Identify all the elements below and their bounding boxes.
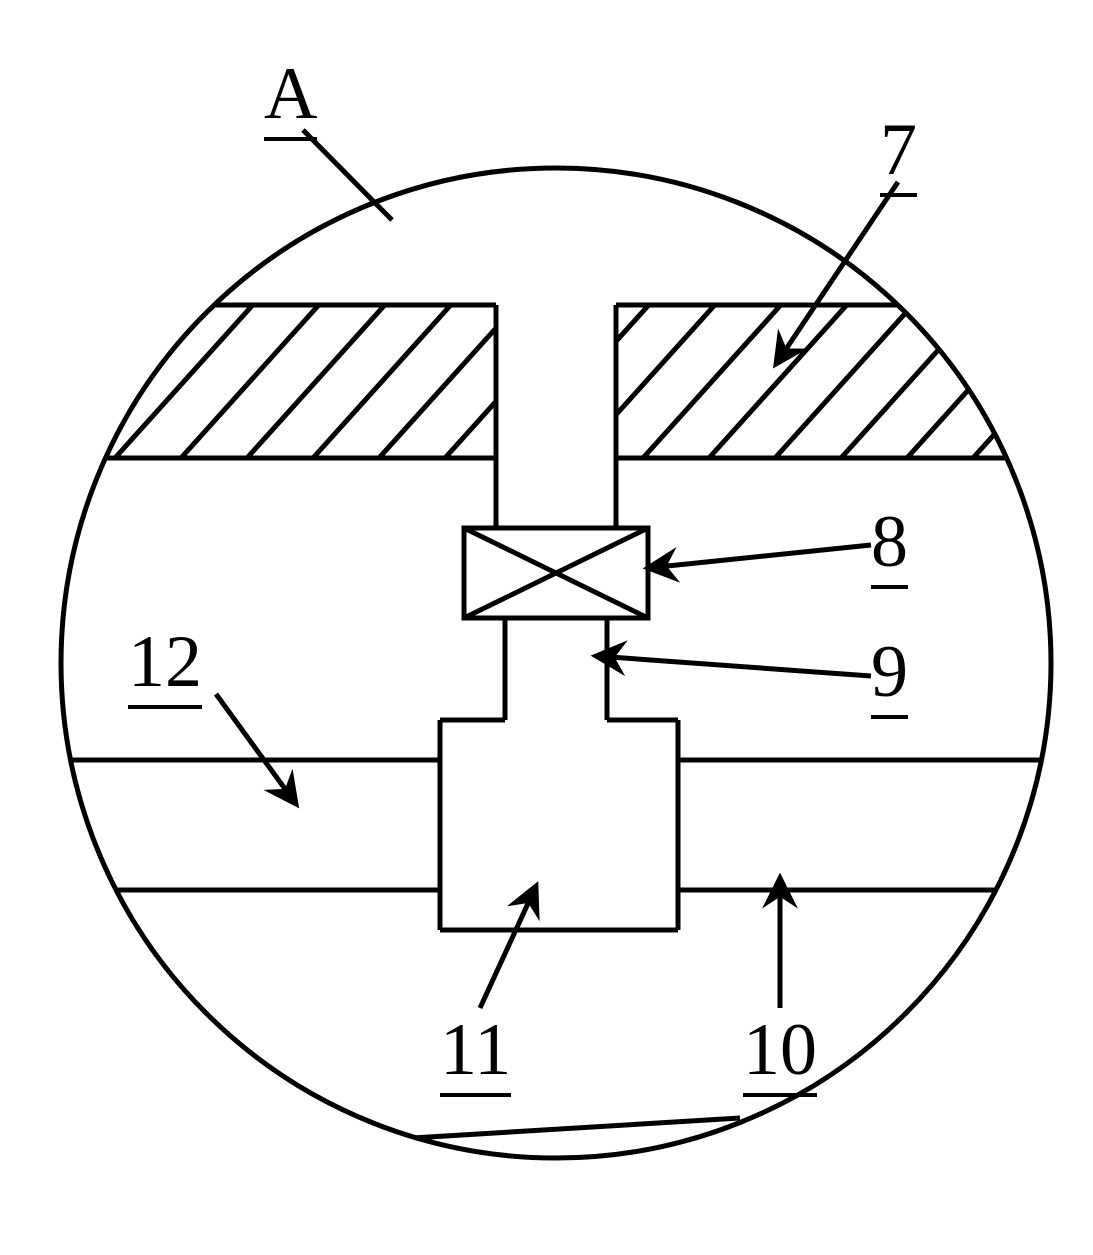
leader-lines <box>216 130 898 1008</box>
hatched-band <box>0 305 1093 458</box>
callout-label-A: A <box>264 52 317 137</box>
center-stack <box>440 305 678 930</box>
horizontal-tracks <box>51 760 1061 890</box>
callout-label-11: 11 <box>440 1008 511 1093</box>
callout-label-7: 7 <box>880 108 917 193</box>
bottom-arc <box>380 1118 740 1140</box>
callout-label-9: 9 <box>871 630 908 715</box>
callout-label-8: 8 <box>871 500 908 585</box>
callout-label-12: 12 <box>128 620 202 705</box>
callout-label-10: 10 <box>743 1008 817 1093</box>
